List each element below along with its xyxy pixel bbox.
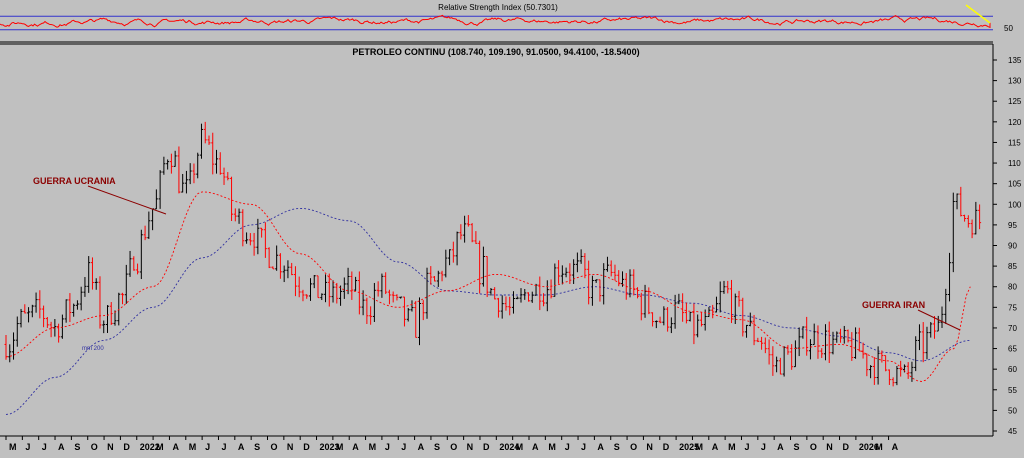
rsi-trendline — [965, 4, 991, 24]
chart-title: PETROLEO CONTINU (108.740, 109.190, 91.0… — [352, 47, 639, 57]
y-tick-label: 135 — [1008, 56, 1022, 65]
x-tick-label: 2025 — [679, 442, 699, 452]
x-tick-label: J — [565, 442, 570, 452]
y-tick-label: 120 — [1008, 118, 1022, 127]
x-tick-label: M — [548, 442, 556, 452]
x-tick-label: O — [630, 442, 637, 452]
y-tick-label: 85 — [1008, 262, 1017, 271]
x-tick-label: J — [205, 442, 210, 452]
y-tick-label: 55 — [1008, 386, 1017, 395]
x-tick-label: M — [875, 442, 883, 452]
x-tick-label: M — [728, 442, 736, 452]
y-tick-label: 60 — [1008, 365, 1017, 374]
x-tick-label: S — [74, 442, 80, 452]
annotation-guerra-ucrania: GUERRA UCRANIA — [33, 176, 116, 186]
x-tick-label: S — [434, 442, 440, 452]
x-tick-label: A — [712, 442, 719, 452]
x-tick-label: M — [189, 442, 197, 452]
x-tick-label: D — [303, 442, 310, 452]
x-tick-label: A — [532, 442, 539, 452]
x-tick-label: J — [744, 442, 749, 452]
x-tick-label: A — [597, 442, 604, 452]
x-tick-label: O — [450, 442, 457, 452]
price-panel: PETROLEO CONTINU (108.740, 109.190, 91.0… — [0, 44, 1022, 452]
y-tick-label: 115 — [1008, 138, 1021, 147]
x-tick-label: J — [221, 442, 226, 452]
x-tick-label: J — [42, 442, 47, 452]
y-tick-label: 90 — [1008, 242, 1017, 251]
y-tick-label: 65 — [1008, 345, 1017, 354]
price-bars — [4, 121, 982, 387]
x-tick-label: 2023 — [320, 442, 340, 452]
x-tick-label: A — [58, 442, 65, 452]
x-tick-label: A — [418, 442, 425, 452]
x-tick-label: D — [483, 442, 490, 452]
x-tick-label: J — [385, 442, 390, 452]
y-tick-label: 80 — [1008, 283, 1017, 292]
x-tick-label: N — [646, 442, 653, 452]
x-tick-label: D — [123, 442, 130, 452]
x-tick-label: A — [777, 442, 784, 452]
x-tick-label: N — [467, 442, 474, 452]
annotation-guerra-iran: GUERRA IRAN — [862, 300, 925, 310]
x-tick-label: S — [614, 442, 620, 452]
ma200-label: mm 200 — [82, 346, 104, 352]
y-tick-label: 45 — [1008, 427, 1017, 436]
x-tick-label: M — [336, 442, 344, 452]
y-tick-label: 95 — [1008, 221, 1017, 230]
x-tick-label: O — [271, 442, 278, 452]
x-tick-label: M — [369, 442, 377, 452]
x-tick-label: J — [25, 442, 30, 452]
x-tick-label: D — [843, 442, 850, 452]
annotation-arrow-iran — [917, 309, 961, 331]
y-tick-label: 125 — [1008, 97, 1022, 106]
x-tick-label: N — [287, 442, 294, 452]
x-tick-label: J — [581, 442, 586, 452]
x-tick-label: A — [892, 442, 899, 452]
y-tick-label: 75 — [1008, 303, 1017, 312]
x-tick-label: M — [156, 442, 164, 452]
rsi-title: Relative Strength Index (50.7301) — [438, 3, 558, 12]
x-tick-label: 2026 — [859, 442, 879, 452]
rsi-panel: Relative Strength Index (50.7301) 50 — [0, 0, 1013, 45]
rsi-panel-bg — [0, 0, 993, 42]
y-tick-label: 70 — [1008, 324, 1017, 333]
x-tick-label: N — [107, 442, 114, 452]
x-tick-label: M — [9, 442, 17, 452]
x-tick-label: J — [761, 442, 766, 452]
x-tick-label: O — [810, 442, 817, 452]
y-tick-label: 50 — [1008, 406, 1017, 415]
x-tick-label: 2024 — [499, 442, 519, 452]
y-axis: 45 50 55 60 65 70 75 80 85 90 95 100 105 110 115 120 125… — [993, 56, 1022, 436]
y-tick-label: 130 — [1008, 77, 1022, 86]
x-tick-label: S — [794, 442, 800, 452]
x-tick-label: O — [91, 442, 98, 452]
y-tick-label: 110 — [1008, 159, 1021, 168]
y-tick-label: 100 — [1008, 200, 1022, 209]
x-tick-label: A — [352, 442, 359, 452]
x-tick-label: M — [695, 442, 703, 452]
x-tick-label: S — [254, 442, 260, 452]
ma200-line — [5, 207, 971, 415]
x-tick-label: A — [172, 442, 179, 452]
x-tick-label: D — [663, 442, 670, 452]
x-tick-label: N — [826, 442, 833, 452]
x-tick-label: M — [516, 442, 524, 452]
y-tick-label: 105 — [1008, 180, 1022, 189]
annotation-arrow-ucrania — [87, 185, 167, 215]
x-tick-label: J — [401, 442, 406, 452]
x-tick-label: A — [238, 442, 245, 452]
rsi-line — [0, 14, 991, 29]
rsi-level-label: 50 — [1004, 24, 1013, 33]
x-tick-label: 2022 — [140, 442, 160, 452]
